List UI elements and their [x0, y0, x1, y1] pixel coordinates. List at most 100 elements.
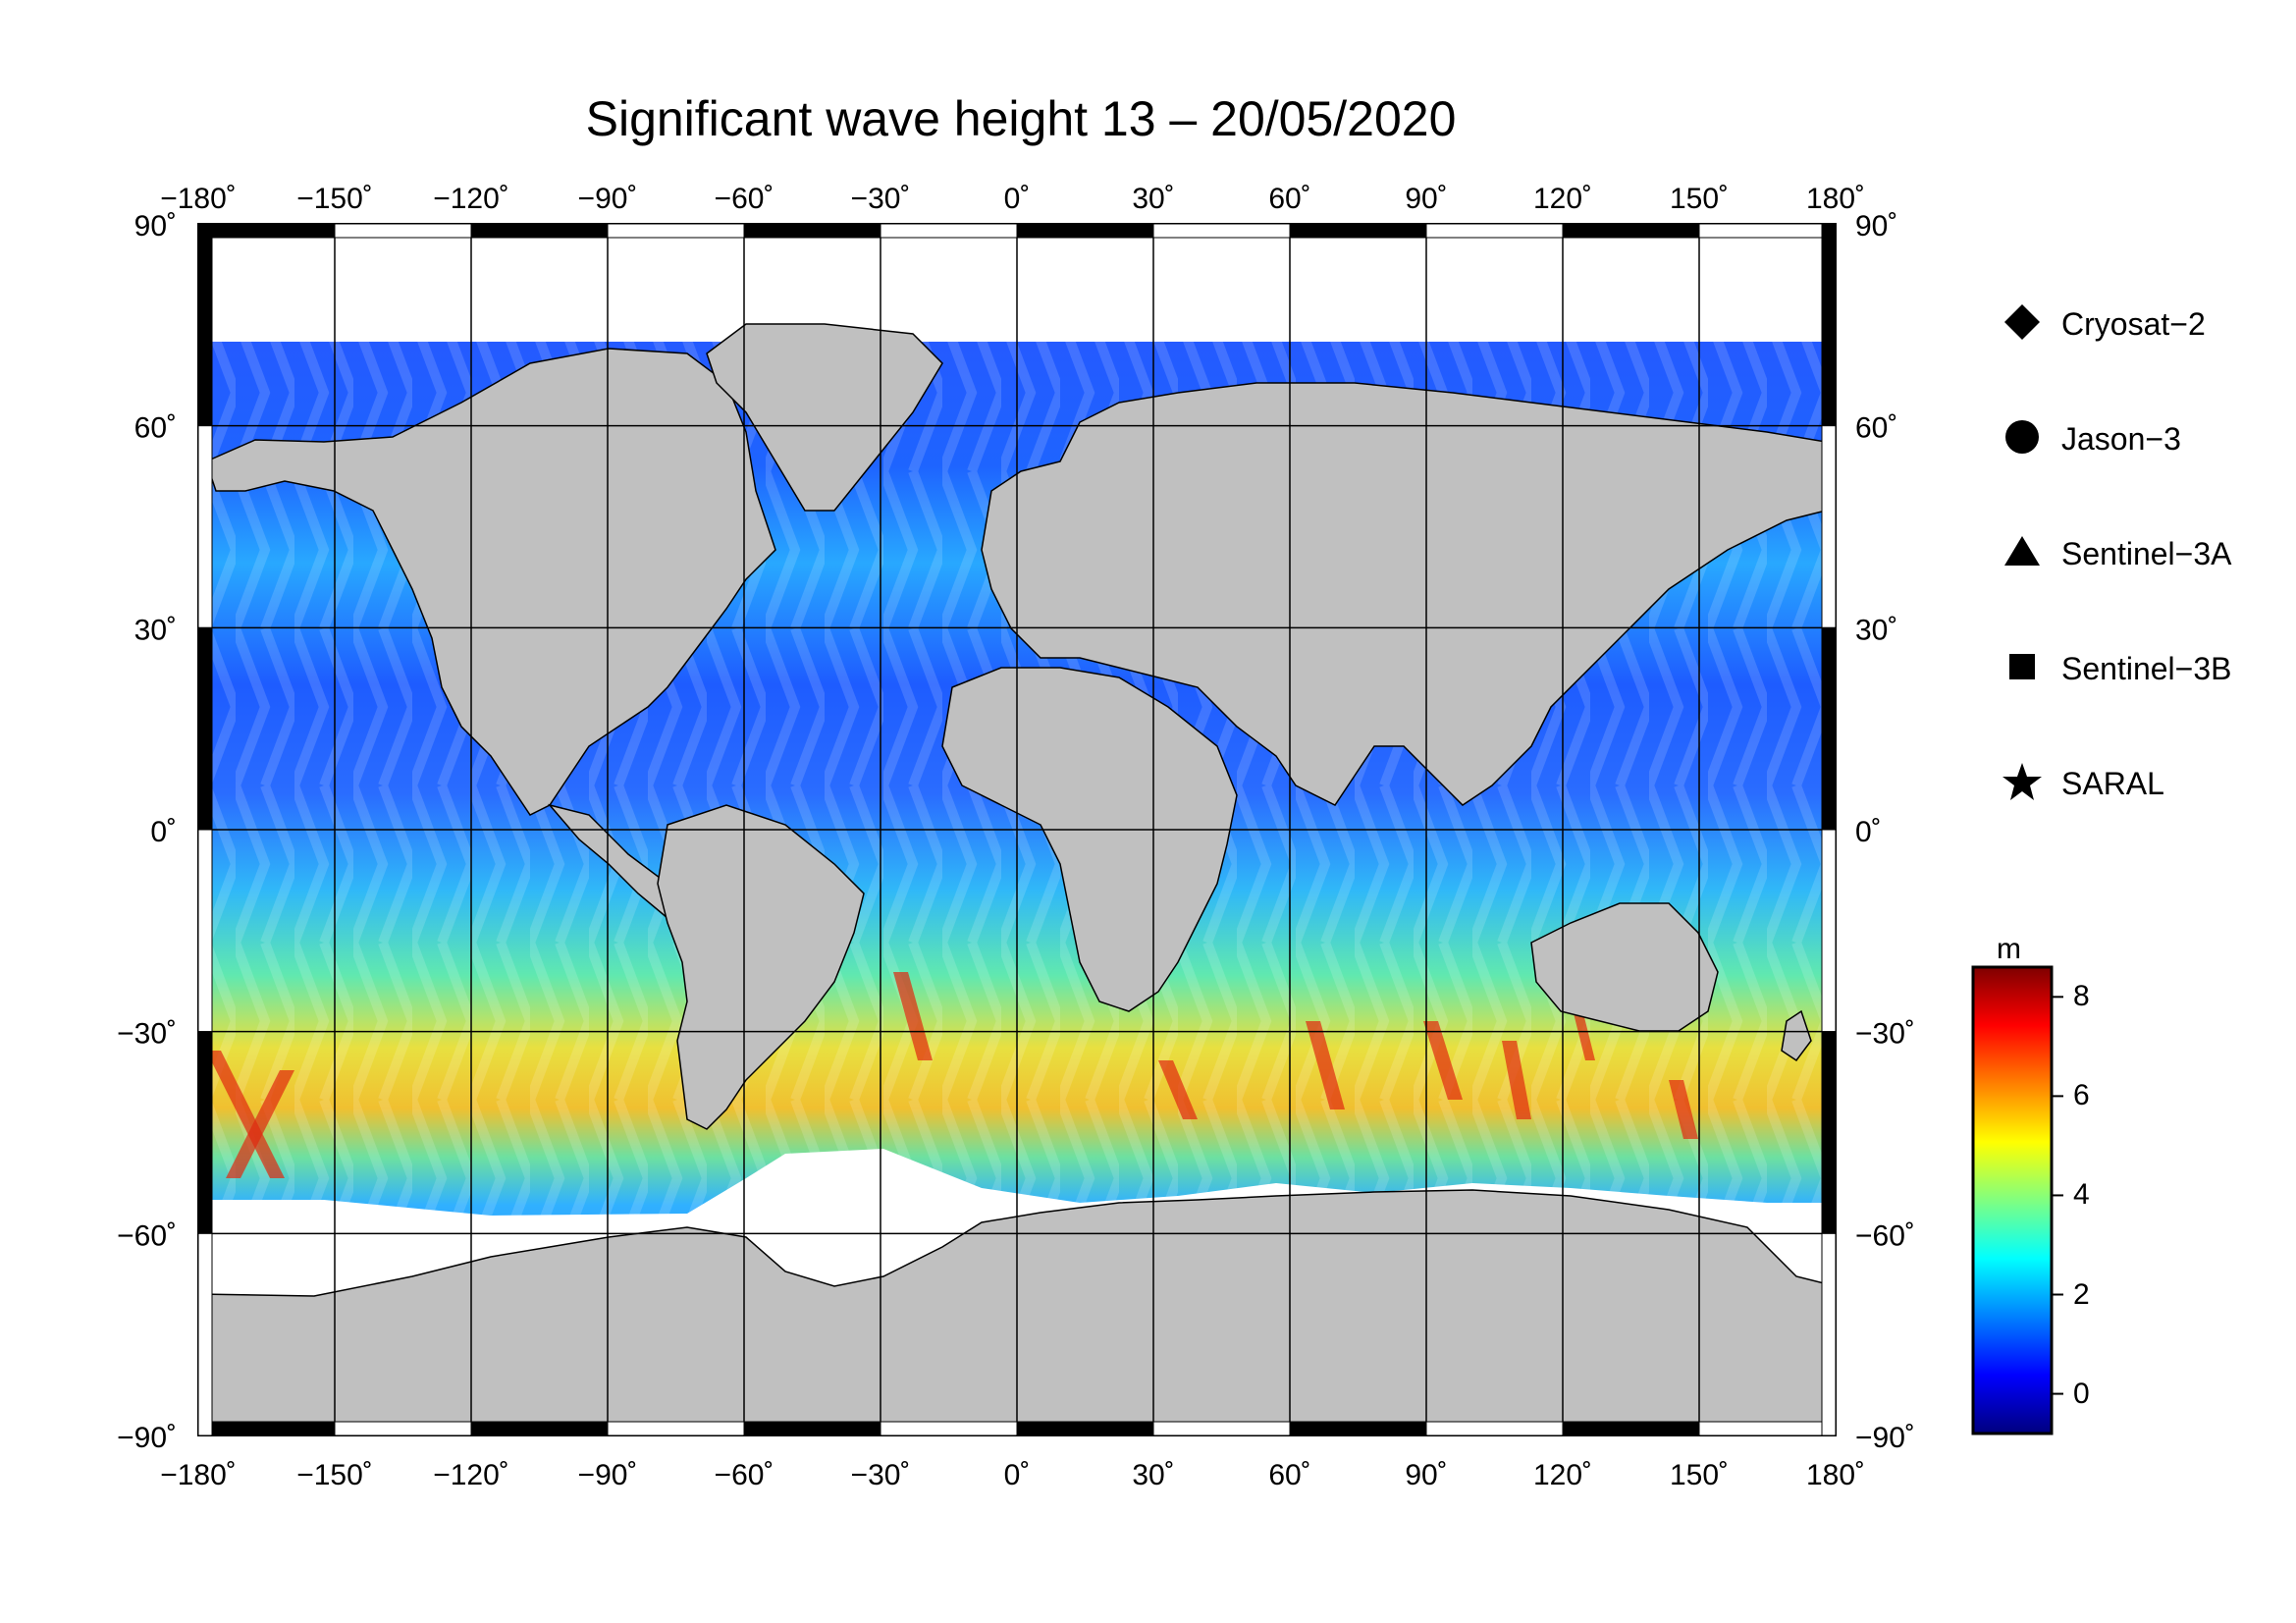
border-segment	[607, 223, 745, 239]
border-segment	[1016, 223, 1154, 239]
border-segment	[1016, 1421, 1154, 1436]
x-tick-label: −90˚	[578, 1459, 638, 1491]
legend-item-sentinel3b: Sentinel−3B	[1993, 639, 2287, 688]
y-tick-label: −90˚	[1855, 1422, 1915, 1454]
legend-item-sentinel3a: Sentinel−3A	[1993, 524, 2287, 573]
border-segment	[1152, 1421, 1291, 1436]
colorbar-ticks	[2052, 996, 2063, 1395]
x-tick-label: −60˚	[715, 183, 774, 215]
x-tick-label: 0˚	[1004, 183, 1031, 215]
border-segment	[1562, 223, 1700, 239]
border-segment	[1821, 1232, 1837, 1436]
y-tick-label: 90˚	[134, 210, 177, 243]
colorbar-unit: m	[1997, 933, 2021, 965]
greenland	[706, 323, 943, 512]
y-tick-label: 30˚	[134, 614, 177, 646]
x-tick-label: −150˚	[296, 183, 373, 215]
y-tick-label: −90˚	[117, 1422, 177, 1454]
x-tick-label: −30˚	[851, 1459, 911, 1491]
legend-label: Cryosat−2	[2061, 306, 2206, 342]
y-tick-label: 90˚	[1855, 210, 1897, 243]
colorbar	[1971, 965, 2054, 1435]
border-segment	[1289, 223, 1427, 239]
map-area	[197, 223, 1837, 1436]
x-tick-label: 60˚	[1268, 183, 1310, 215]
border-segment	[197, 223, 213, 427]
border-segment	[1152, 223, 1291, 239]
legend-label: Sentinel−3A	[2061, 536, 2232, 571]
y-tick-label: 0˚	[150, 816, 177, 848]
eurasia	[981, 382, 1827, 806]
border-segment	[197, 1421, 336, 1436]
border-segment	[1821, 1031, 1837, 1234]
border-segment	[1821, 626, 1837, 831]
colorbar-tick-label: 6	[2073, 1079, 2090, 1112]
new-zealand	[1781, 1009, 1812, 1062]
colorbar-tick-label: 4	[2073, 1178, 2090, 1212]
border-segment	[197, 829, 213, 1033]
legend-label: Jason−3	[2061, 421, 2181, 457]
africa	[941, 667, 1238, 1012]
border-segment	[1289, 1421, 1427, 1436]
colorbar-tick-label: 0	[2073, 1377, 2090, 1410]
x-tick-label: −180˚	[160, 183, 237, 215]
x-tick-label: 60˚	[1268, 1459, 1310, 1491]
x-tick-label: 90˚	[1405, 183, 1447, 215]
x-tick-label: −120˚	[433, 183, 509, 215]
border-segment	[1562, 1421, 1700, 1436]
south-america	[657, 804, 865, 1130]
border-segment	[1425, 1421, 1564, 1436]
y-tick-label: −30˚	[117, 1018, 177, 1051]
x-tick-label: 120˚	[1533, 1459, 1592, 1491]
y-tick-label: 60˚	[134, 412, 177, 445]
legend-label: Sentinel−3B	[2061, 651, 2232, 686]
border-segment	[1821, 425, 1837, 628]
x-tick-label: 30˚	[1132, 183, 1174, 215]
legend-item-cryosat: Cryosat−2	[1993, 295, 2287, 344]
diamond-icon	[2004, 304, 2040, 340]
x-tick-labels-bottom: −180˚ −150˚ −120˚ −90˚ −60˚ −30˚ 0˚ 30˚ 60˚ 90˚ 12…	[160, 1459, 1865, 1491]
border-segment	[880, 1421, 1018, 1436]
x-tick-label: 150˚	[1670, 1459, 1729, 1491]
border-segment	[880, 223, 1018, 239]
y-tick-label: −30˚	[1855, 1018, 1915, 1051]
x-tick-label: 150˚	[1670, 183, 1729, 215]
border-segment	[470, 223, 609, 239]
border-segment	[1425, 223, 1564, 239]
x-tick-label: −180˚	[160, 1459, 237, 1491]
border-segment	[197, 1232, 213, 1436]
x-tick-label: 180˚	[1806, 1459, 1865, 1491]
y-tick-label: 30˚	[1855, 614, 1897, 646]
x-tick-label: 120˚	[1533, 183, 1592, 215]
x-tick-label: 90˚	[1405, 1459, 1447, 1491]
star-icon	[2002, 763, 2042, 800]
circle-icon	[2005, 420, 2039, 454]
border-segment	[1698, 223, 1837, 239]
border-segment	[1821, 829, 1837, 1033]
border-segment	[334, 1421, 472, 1436]
x-tick-label: 180˚	[1806, 183, 1865, 215]
y-tick-labels-right: 90˚ 60˚ 30˚ 0˚ −30˚ −60˚ −90˚	[1855, 210, 1915, 1454]
y-tick-label: −60˚	[1855, 1219, 1915, 1252]
legend-item-jason: Jason−3	[1993, 409, 2287, 459]
graticule	[198, 224, 1836, 1435]
north-america	[205, 348, 776, 816]
border-segment	[743, 1421, 881, 1436]
colorbar-tick-label: 2	[2073, 1277, 2090, 1311]
x-tick-label: 30˚	[1132, 1459, 1174, 1491]
x-tick-label: −120˚	[433, 1459, 509, 1491]
x-tick-label: −60˚	[715, 1459, 774, 1491]
x-tick-labels-top: −180˚ −150˚ −120˚ −90˚ −60˚ −30˚ 0˚ 30˚ 60˚ 90˚ 12…	[160, 183, 1865, 215]
border-segment	[607, 1421, 745, 1436]
border-segment	[197, 425, 213, 628]
x-tick-label: −90˚	[578, 183, 638, 215]
y-tick-label: 60˚	[1855, 412, 1897, 445]
legend-label: SARAL	[2061, 766, 2164, 801]
y-tick-labels-left: 90˚ 60˚ 30˚ 0˚ −30˚ −60˚ −90˚	[117, 210, 177, 1454]
border-segment	[197, 1031, 213, 1234]
x-tick-label: 0˚	[1004, 1459, 1031, 1491]
border-segment	[1821, 223, 1837, 427]
y-tick-label: 0˚	[1855, 816, 1882, 848]
border-segment	[470, 1421, 609, 1436]
